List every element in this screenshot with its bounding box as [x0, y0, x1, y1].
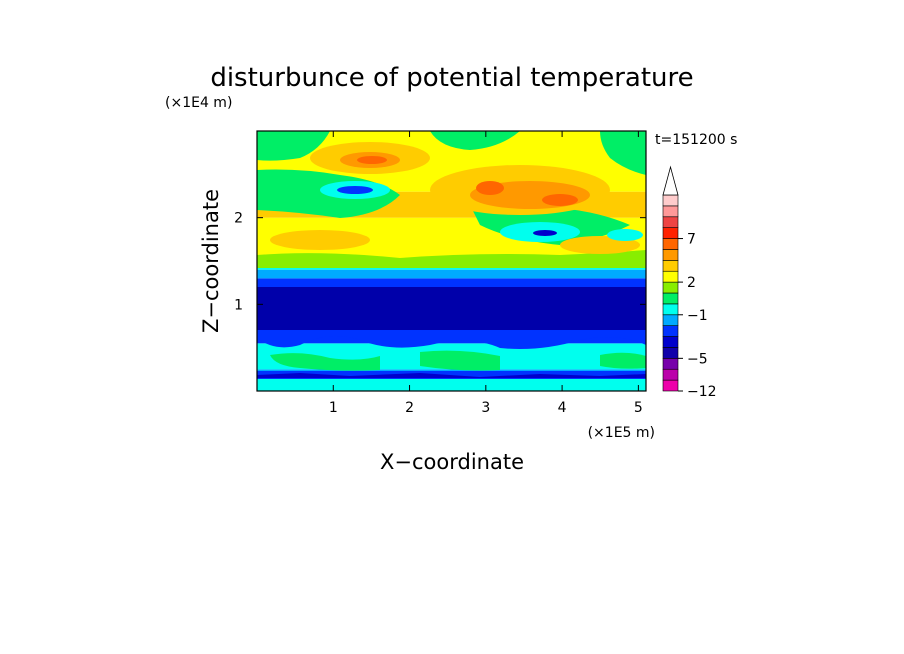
contour-band [257, 287, 646, 331]
y-tick-label: 2 [234, 211, 243, 227]
blue-streak [257, 373, 646, 378]
colorbar-swatch [662, 281, 679, 294]
colorbar-swatch [662, 260, 679, 272]
x-tick-label: 5 [634, 400, 643, 416]
y-scale-label: (×1E4 m) [165, 95, 232, 111]
x-tick-label: 2 [405, 400, 414, 416]
green-patch [600, 131, 646, 175]
colorbar: 7 2 −1 −5 −12 [662, 165, 717, 400]
y-axis-label: Z−coordinate [199, 189, 223, 333]
green-lobe [270, 353, 380, 371]
time-label: t=151200 s [655, 132, 737, 148]
colorbar-tick-label: −1 [687, 308, 708, 324]
colorbar-swatch [662, 368, 679, 381]
x-axis-ticks: 1 2 3 4 5 [329, 131, 643, 416]
colorbar-swatch [662, 227, 679, 239]
colorbar-tick-label: 7 [687, 232, 696, 248]
green-lobe [600, 352, 646, 369]
blue-band [257, 371, 646, 379]
x-tick-label: 3 [481, 400, 490, 416]
green-patch [257, 131, 330, 161]
cool-core [533, 230, 557, 236]
contour-band [257, 269, 646, 279]
cool-core [607, 229, 643, 241]
colorbar-swatch [662, 194, 679, 207]
x-tick-label: 4 [558, 400, 567, 416]
lower-anomalies [257, 330, 646, 391]
colorbar-swatch [662, 314, 679, 326]
x-axis-label: X−coordinate [380, 450, 524, 474]
chart-title: disturbunce of potential temperature [210, 63, 693, 93]
colorbar-swatch [662, 358, 679, 370]
colorbar-swatch [662, 216, 679, 228]
colorbar-extend-arrow [662, 165, 679, 196]
plot-frame [256, 130, 647, 392]
orange-core [357, 156, 387, 164]
colorbar-tick-label: −5 [687, 351, 708, 367]
cool-core [337, 186, 373, 194]
colorbar-swatch [662, 249, 679, 261]
colorbar-tick-label: 2 [687, 275, 696, 291]
colorbar-tick-label: −12 [687, 384, 717, 400]
cyan-band [257, 379, 646, 391]
orange-core [270, 230, 370, 250]
colorbar-swatch [662, 270, 679, 283]
x-scale-label: (×1E5 m) [588, 425, 655, 441]
orange-core [476, 181, 504, 195]
y-axis-ticks: 12 [234, 211, 646, 313]
blue-lobe [257, 330, 646, 349]
contour-plot-area [257, 131, 646, 391]
colorbar-swatch [662, 325, 679, 337]
y-tick-label: 1 [234, 297, 243, 313]
green-patch [257, 250, 646, 268]
orange-core [542, 194, 578, 206]
colorbar-swatch [662, 292, 679, 305]
colorbar-swatch [662, 347, 679, 359]
upper-anomalies [257, 131, 646, 268]
contour-band [257, 278, 646, 287]
colorbar-swatch [662, 336, 679, 348]
colorbar-swatch [662, 205, 679, 218]
colorbar-swatch [662, 238, 679, 250]
green-patch [430, 131, 520, 150]
colorbar-swatch [662, 303, 679, 316]
x-tick-label: 1 [329, 400, 338, 416]
colorbar-swatch [662, 379, 679, 392]
green-lobe [420, 350, 500, 371]
